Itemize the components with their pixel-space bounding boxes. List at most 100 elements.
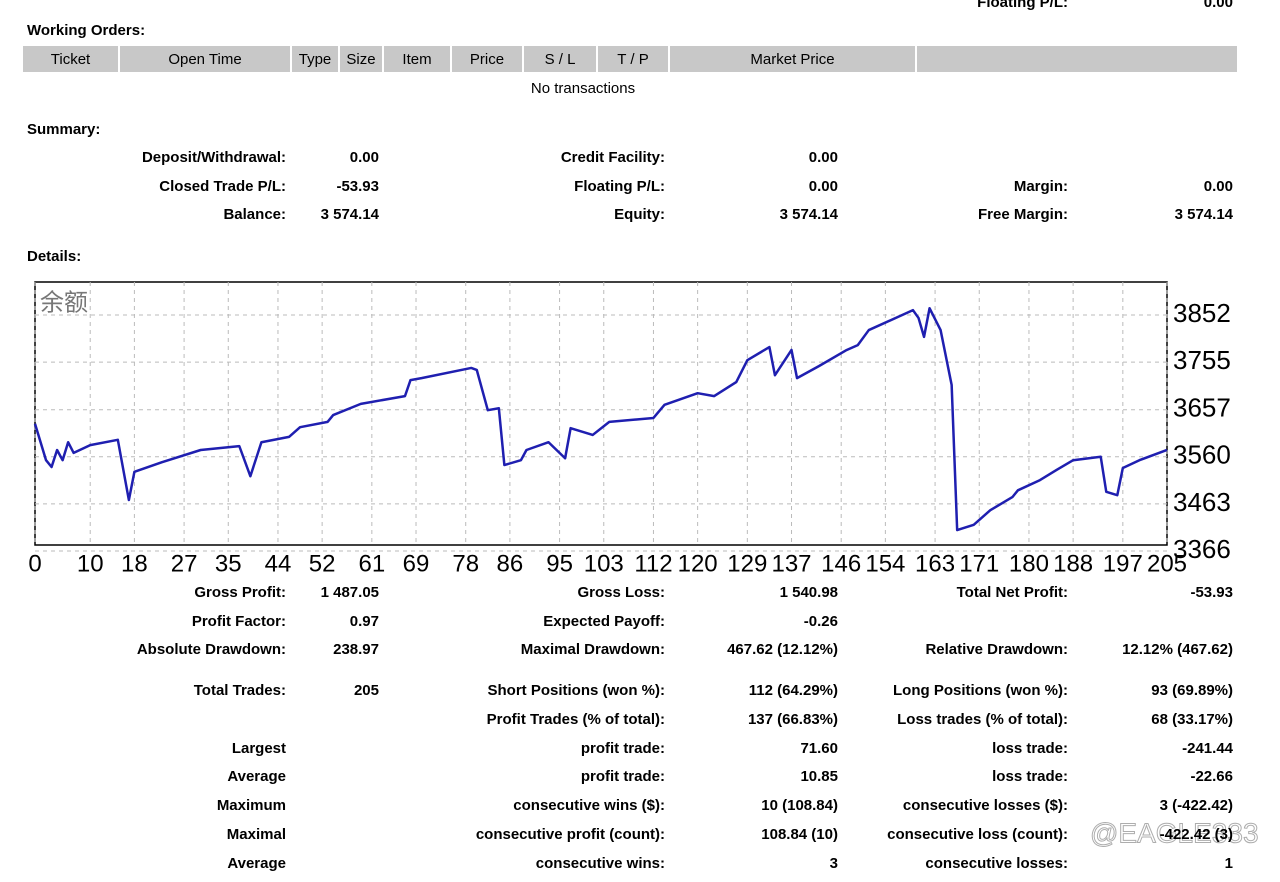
- x-tick-label: 52: [309, 550, 336, 577]
- field-label: Loss trades (% of total):: [897, 711, 1068, 728]
- x-tick-label: 154: [865, 550, 905, 577]
- x-tick-label: 171: [959, 550, 999, 577]
- x-tick-label: 188: [1053, 550, 1093, 577]
- field-label: Balance:: [223, 206, 286, 223]
- field-value: 10.85: [800, 768, 838, 785]
- x-tick-label: 180: [1009, 550, 1049, 577]
- field-value: 205: [354, 682, 379, 699]
- field-value: 0.00: [1204, 178, 1233, 195]
- field-label: Average: [227, 855, 286, 872]
- y-tick-label: 3463: [1173, 487, 1231, 517]
- table-header-cell: [23, 46, 118, 72]
- x-tick-label: 69: [403, 550, 430, 577]
- table-header-cell: [598, 46, 668, 72]
- field-value: 0.00: [809, 178, 838, 195]
- field-value: 467.62 (12.12%): [727, 641, 838, 658]
- field-value: 238.97: [333, 641, 379, 658]
- empty-note: No transactions: [531, 80, 635, 97]
- x-tick-label: 0: [28, 550, 41, 577]
- table-header-cell: [452, 46, 522, 72]
- field-label: Total Trades:: [194, 682, 286, 699]
- floating-label: Floating P/L:: [977, 0, 1068, 11]
- y-tick-label: 3852: [1173, 298, 1231, 328]
- field-label: Closed Trade P/L:: [159, 178, 286, 195]
- table-header-cell: [384, 46, 450, 72]
- x-tick-label: 61: [358, 550, 385, 577]
- column-header: Market Price: [750, 51, 834, 68]
- table-header-bg: [917, 46, 1237, 72]
- field-label: Expected Payoff:: [543, 613, 665, 630]
- x-tick-label: 146: [821, 550, 861, 577]
- field-label: loss trade:: [992, 768, 1068, 785]
- field-label: Average: [227, 768, 286, 785]
- field-label: consecutive losses ($):: [903, 797, 1068, 814]
- field-value: 10 (108.84): [761, 797, 838, 814]
- x-tick-label: 95: [546, 550, 573, 577]
- field-label: Profit Trades (% of total):: [487, 711, 665, 728]
- field-label: Margin:: [1014, 178, 1068, 195]
- x-tick-label: 137: [771, 550, 811, 577]
- field-value: 3 (-422.42): [1160, 797, 1233, 814]
- field-label: Profit Factor:: [192, 613, 286, 630]
- field-value: -53.93: [336, 178, 379, 195]
- field-label: Long Positions (won %):: [893, 682, 1068, 699]
- field-label: profit trade:: [581, 740, 665, 757]
- field-value: 3: [830, 855, 838, 872]
- section-title: Details:: [27, 248, 81, 265]
- table-header-cell: [524, 46, 596, 72]
- table-header-cell: [292, 46, 338, 72]
- field-label: Floating P/L:: [574, 178, 665, 195]
- x-tick-label: 44: [265, 550, 292, 577]
- field-label: Equity:: [614, 206, 665, 223]
- field-label: Maximal Drawdown:: [521, 641, 665, 658]
- field-label: consecutive loss (count):: [887, 826, 1068, 843]
- x-tick-label: 78: [452, 550, 479, 577]
- field-label: Gross Loss:: [577, 584, 665, 601]
- x-tick-label: 129: [727, 550, 767, 577]
- field-value: -422.42 (3): [1160, 826, 1233, 843]
- column-header: Type: [299, 51, 332, 68]
- x-tick-label: 205: [1147, 550, 1187, 577]
- field-label: Total Net Profit:: [957, 584, 1068, 601]
- column-header: Open Time: [168, 51, 241, 68]
- watermark: @EAGLE333: [1090, 817, 1259, 848]
- section-title: Summary:: [27, 121, 100, 138]
- x-tick-label: 35: [215, 550, 242, 577]
- y-tick-label: 3560: [1173, 440, 1231, 470]
- field-label: Maximal: [227, 826, 286, 843]
- y-tick-label: 3755: [1173, 345, 1231, 375]
- x-tick-label: 163: [915, 550, 955, 577]
- field-value: 137 (66.83%): [748, 711, 838, 728]
- section-title: Working Orders:: [27, 22, 145, 39]
- field-value: 0.00: [809, 149, 838, 166]
- field-value: 1: [1225, 855, 1233, 872]
- y-tick-label: 3657: [1173, 393, 1231, 423]
- field-value: -53.93: [1190, 584, 1233, 601]
- field-label: Maximum: [217, 797, 286, 814]
- balance-line: [33, 306, 1168, 532]
- field-value: 3 574.14: [780, 206, 839, 223]
- field-value: 0.00: [350, 149, 379, 166]
- field-value: 71.60: [800, 740, 838, 757]
- field-label: Largest: [232, 740, 286, 757]
- field-label: Credit Facility:: [561, 149, 665, 166]
- field-label: consecutive wins ($):: [513, 797, 665, 814]
- field-value: 1 540.98: [780, 584, 838, 601]
- field-value: -241.44: [1182, 740, 1234, 757]
- table-header-cell: [120, 46, 290, 72]
- field-value: -22.66: [1190, 768, 1233, 785]
- field-value: 0.97: [350, 613, 379, 630]
- field-value: -0.26: [804, 613, 838, 630]
- x-tick-label: 120: [678, 550, 718, 577]
- field-label: profit trade:: [581, 768, 665, 785]
- table-header-cell: [670, 46, 915, 72]
- field-label: loss trade:: [992, 740, 1068, 757]
- field-label: Short Positions (won %):: [488, 682, 666, 699]
- field-label: Deposit/Withdrawal:: [142, 149, 286, 166]
- field-value: 12.12% (467.62): [1122, 641, 1233, 658]
- field-value: 93 (69.89%): [1151, 682, 1233, 699]
- field-value: 3 574.14: [1175, 206, 1234, 223]
- column-header: S / L: [545, 51, 576, 68]
- x-tick-label: 197: [1103, 550, 1143, 577]
